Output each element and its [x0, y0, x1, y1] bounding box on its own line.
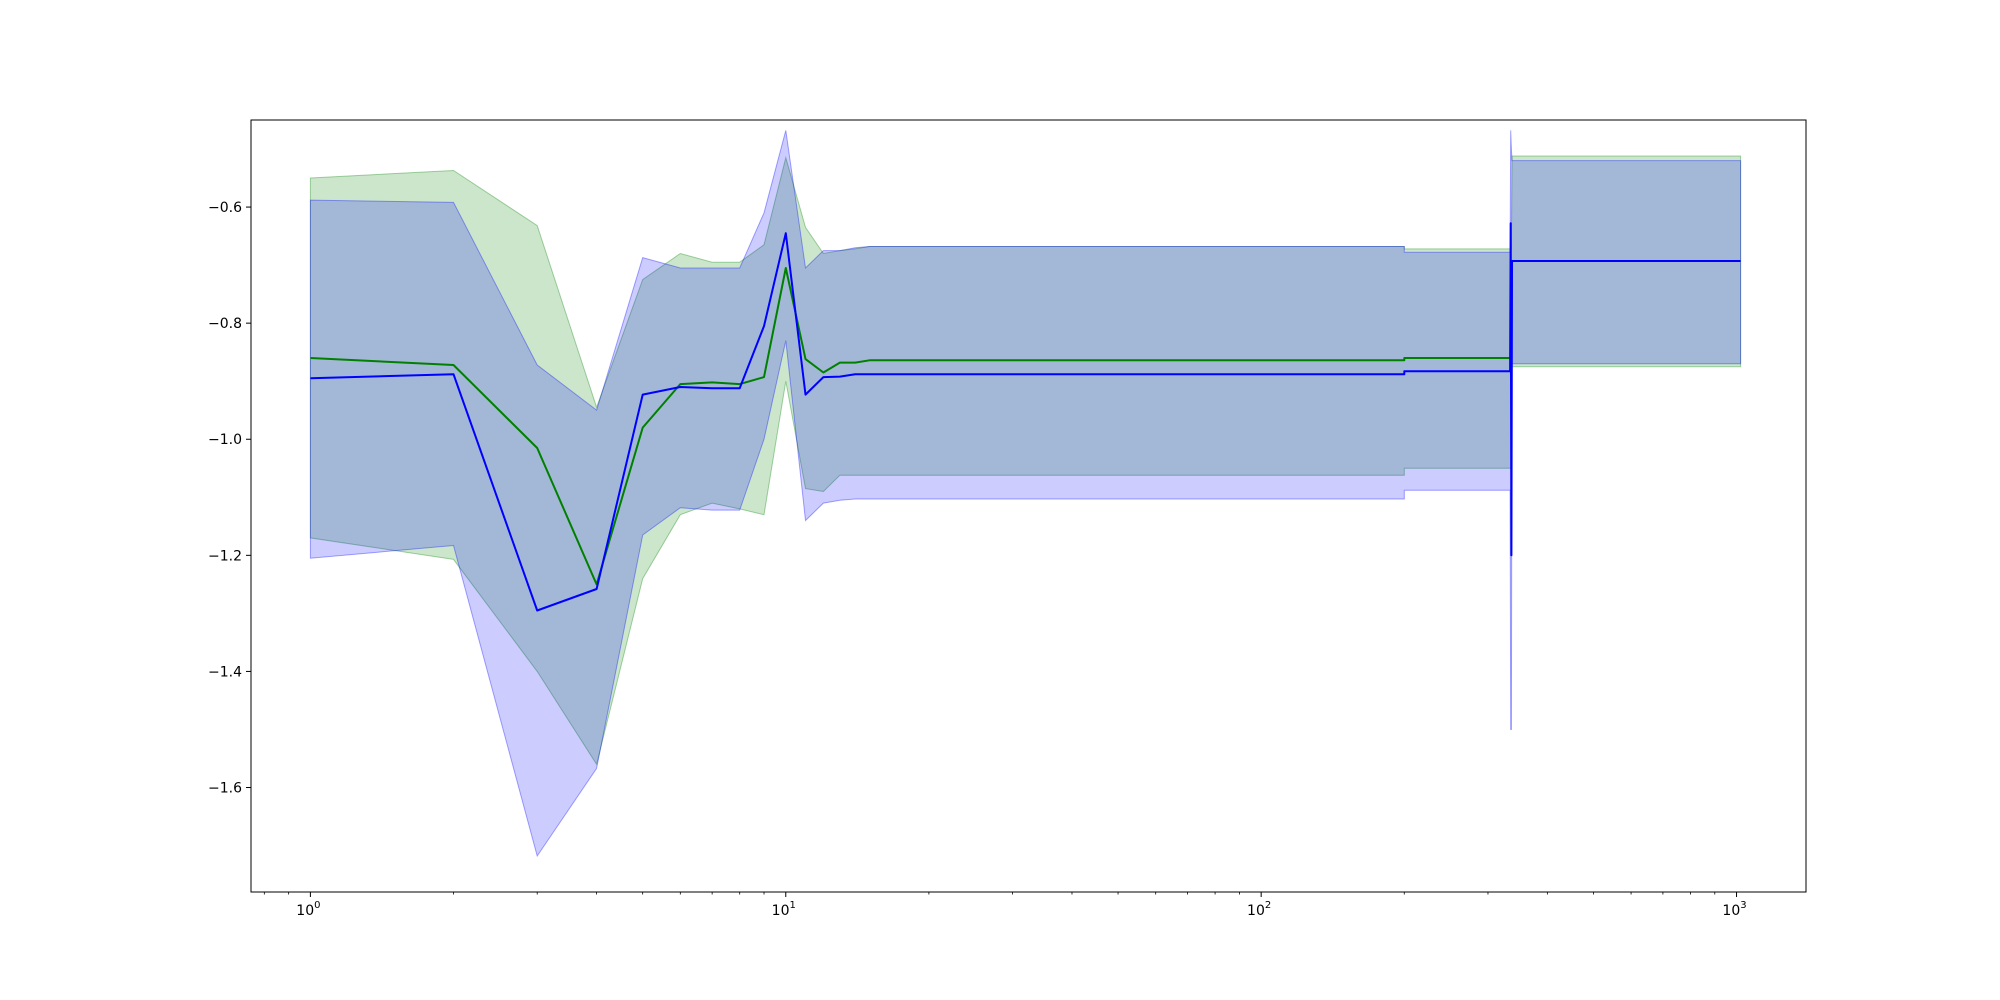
series-2-line — [310, 222, 1741, 612]
y-axis: −0.6 −0.8 −1.0 −1.2 −1.4 −1.6 — [208, 200, 251, 797]
confidence-bands — [309, 130, 1742, 858]
y-tick-label: −1.4 — [208, 664, 242, 680]
axes-frame — [250, 119, 1807, 893]
y-tick-label: −1.6 — [208, 781, 242, 797]
series-1-band — [309, 155, 1742, 766]
y-tick-label: −0.8 — [208, 316, 242, 332]
y-tick-label: −0.6 — [208, 200, 242, 216]
y-tick-label: −1.2 — [208, 548, 242, 564]
x-tick-label: 100 — [296, 900, 320, 919]
series-2-band — [309, 130, 1742, 858]
x-tick-label: 103 — [1722, 900, 1746, 919]
x-tick-label: 102 — [1247, 900, 1271, 919]
x-tick-label: 101 — [772, 900, 796, 919]
x-axis: 100 101 102 103 — [263, 892, 1747, 919]
series-lines — [310, 222, 1741, 612]
y-tick-label: −1.0 — [208, 432, 242, 448]
